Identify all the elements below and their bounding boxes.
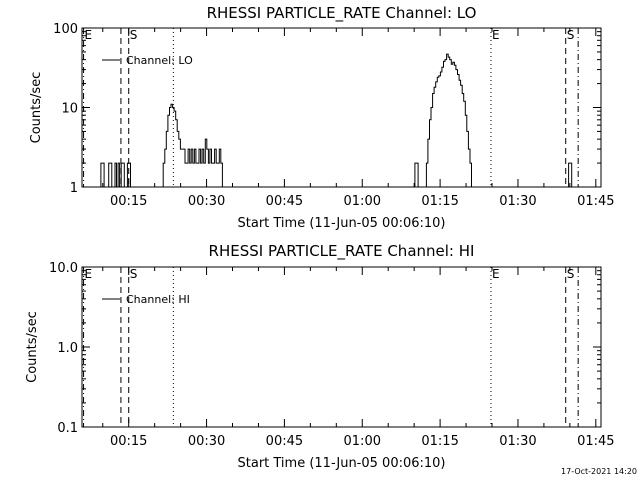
chart-1-ytick-label: 10.0 (49, 261, 78, 276)
chart-1-xtick-label: 00:45 (266, 434, 303, 449)
chart-0-xtick-label: 01:45 (577, 194, 614, 209)
chart-1-xtick-label: 01:00 (344, 434, 381, 449)
chart-0-event-marker-label: S (130, 28, 138, 42)
chart-1-xtick-label: 00:15 (110, 434, 147, 449)
chart-0-xtick-label: 01:30 (499, 194, 536, 209)
chart-0-xtick-label: 01:00 (344, 194, 381, 209)
chart-0-series-line (99, 162, 134, 188)
chart-1-xtick-label: 01:15 (421, 434, 458, 449)
chart-1-xtick-label: 00:30 (188, 434, 225, 449)
chart-0-xtick-label: 01:15 (421, 194, 458, 209)
chart-0-plot-frame (81, 27, 602, 188)
chart-0-panel: RHESSI PARTICLE_RATE Channel: LO 00:15 00:… (29, 4, 615, 231)
chart-0-xtick-label: 00:45 (266, 194, 303, 209)
chart-0-legend-label: Channel: LO (126, 54, 193, 67)
chart-0-series-line (424, 53, 475, 188)
chart-0-event-marker-label: E (85, 28, 93, 42)
chart-1-xtick-label: 01:45 (577, 434, 614, 449)
chart-1-title: RHESSI PARTICLE_RATE Channel: HI (209, 242, 475, 261)
chart-0-xtick-label: 00:30 (188, 194, 225, 209)
chart-1-legend-label: Channel: HI (126, 293, 190, 306)
chart-0-event-marker-label: E (492, 28, 500, 42)
timestamp: 17-Oct-2021 14:20 (561, 467, 637, 476)
chart-1-panel: RHESSI PARTICLE_RATE Channel: HI 00:15 00:… (25, 242, 615, 471)
chart-1-x-axis-label: Start Time (11-Jun-05 00:06:10) (238, 456, 446, 471)
chart-1-plot-frame (81, 266, 602, 428)
chart-1-xtick-label: 01:30 (499, 434, 536, 449)
chart-0-series-line (567, 162, 575, 188)
chart-0-ytick-label: 100 (53, 22, 78, 37)
chart-1-event-marker-label: S (130, 267, 138, 281)
chart-1-event-marker-label: S (567, 267, 575, 281)
chart-1-ytick-label: 1.0 (57, 341, 78, 356)
chart-0-ytick-label: 10 (61, 102, 78, 117)
chart-0-x-axis-label: Start Time (11-Jun-05 00:06:10) (238, 216, 446, 231)
chart-0-title: RHESSI PARTICLE_RATE Channel: LO (207, 4, 477, 23)
chart-0-xtick-label: 00:15 (110, 194, 147, 209)
chart-0-series-line (413, 162, 422, 188)
chart-1-y-axis-label: Counts/sec (25, 311, 40, 383)
chart-1-event-marker-label: E (85, 267, 93, 281)
chart-0-event-marker-label: S (567, 28, 575, 42)
chart-1-event-marker-label: E (492, 267, 500, 281)
chart-0-y-axis-label: Counts/sec (29, 72, 44, 144)
chart-0-ytick-label: 1 (70, 181, 78, 196)
chart-0-series-line (161, 103, 228, 188)
chart-1-ytick-label: 0.1 (57, 421, 78, 436)
